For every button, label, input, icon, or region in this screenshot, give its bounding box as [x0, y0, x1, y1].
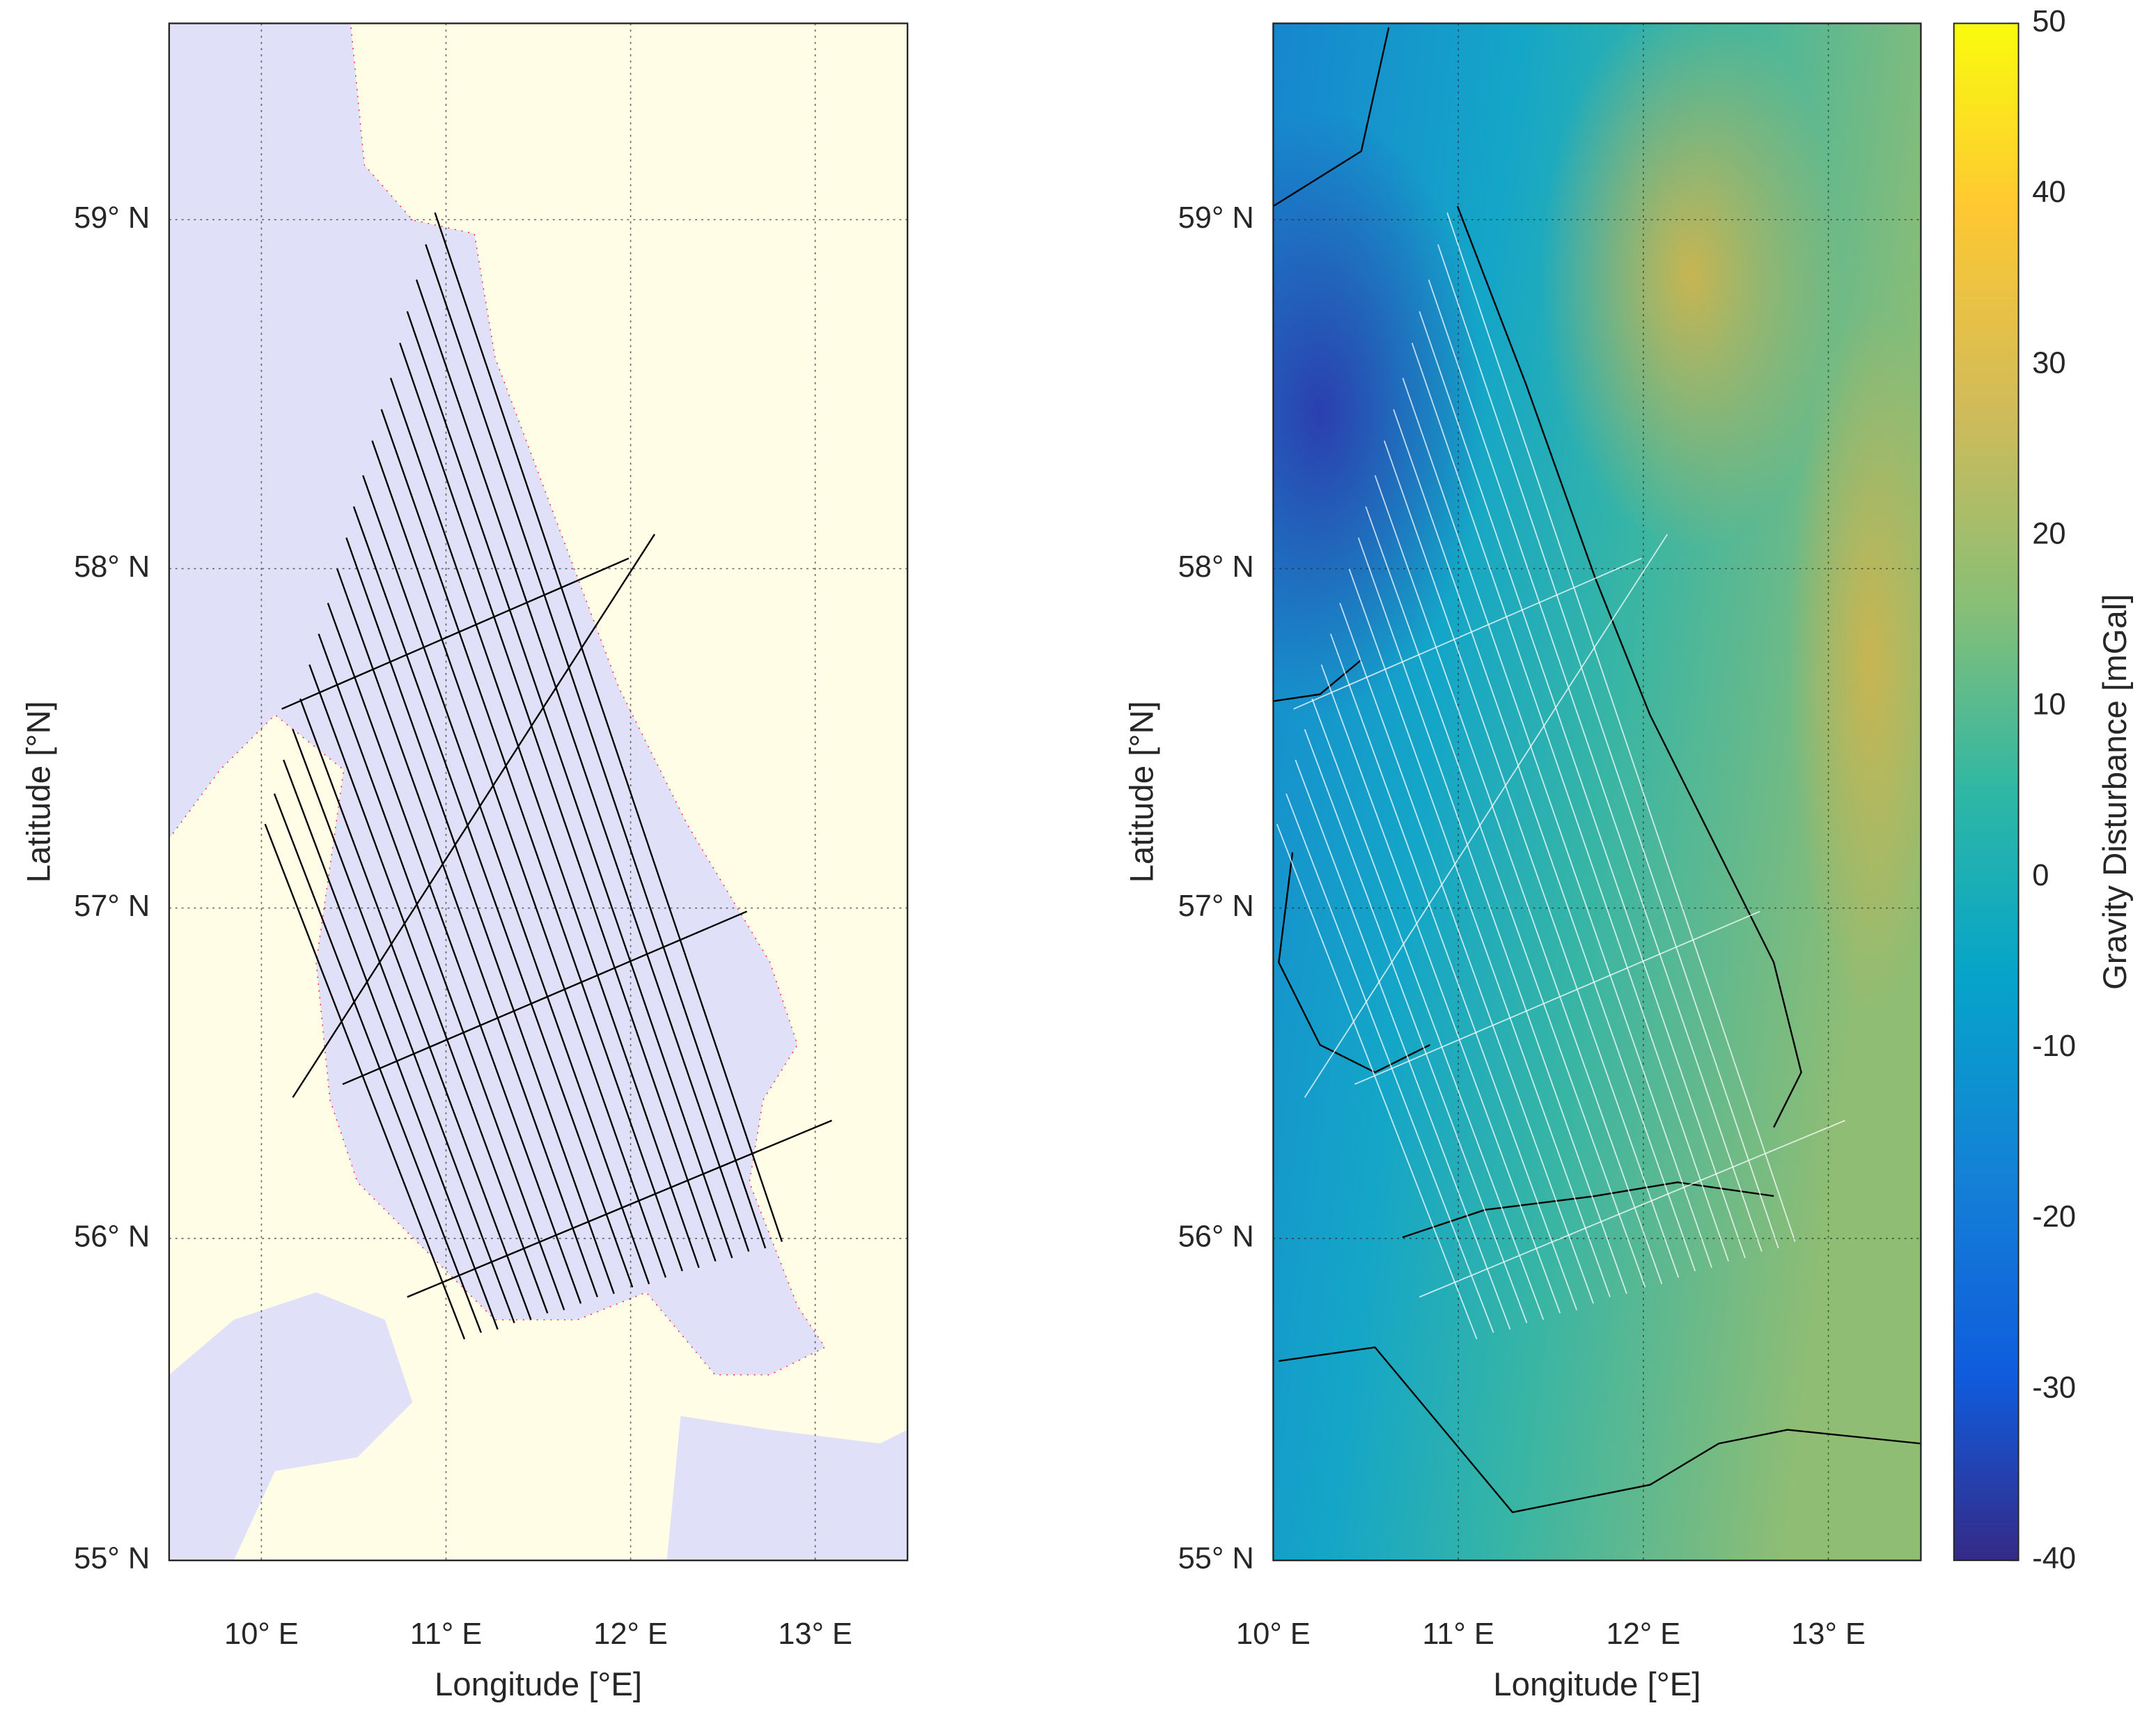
y-tick-label: 59° N: [74, 201, 150, 235]
panel: [1273, 23, 1921, 1561]
colorbar-tick-label: -10: [2032, 1030, 2076, 1063]
colorbar: [1953, 22, 2020, 1562]
colorbar-tick-label: 20: [2032, 518, 2065, 551]
x-tick-label: 12° E: [1606, 1617, 1680, 1651]
flight-track: [273, 793, 482, 1333]
gravity-high: [1787, 302, 1921, 1018]
flight-track: [264, 823, 466, 1339]
coastline: [1273, 27, 1921, 1514]
y-tick-label: 57° N: [74, 890, 150, 923]
flight-track: [1348, 568, 1611, 1298]
flight-track: [292, 729, 515, 1323]
panel: [169, 23, 908, 1561]
plot-layer: 10° E 11° E 12° E 13° E 55° N 56° N 57° N 58° N…: [21, 5, 2076, 1703]
flight-track: [1295, 759, 1511, 1330]
y-tick-label: 55° N: [1178, 1542, 1254, 1576]
right-map-background: [1273, 23, 1921, 1561]
flight-track: [327, 603, 582, 1304]
flight-track: [1374, 475, 1663, 1284]
flight-track: [415, 279, 750, 1252]
flight-track: [1411, 343, 1729, 1261]
flight-track: [1354, 910, 1760, 1085]
flight-track: [1311, 698, 1545, 1320]
flight-track: [1446, 212, 1796, 1242]
x-tick-label: 10° E: [224, 1617, 299, 1651]
flight-track: [336, 568, 598, 1298]
flight-track: [318, 633, 565, 1311]
flight-track: [1419, 1119, 1845, 1298]
left-map-background: [169, 23, 908, 1561]
flight-track: [292, 534, 656, 1098]
y-axis-label: Latitude [°N]: [21, 701, 58, 883]
flight-track: [425, 244, 767, 1249]
flight-track: [1276, 823, 1478, 1339]
axes-frame: [1272, 22, 1922, 1562]
y-tick-label: 58° N: [74, 550, 150, 584]
flight-track: [1402, 378, 1712, 1268]
x-axis-label: Longitude [°E]: [435, 1666, 642, 1703]
x-axis-label: Longitude [°E]: [1493, 1666, 1701, 1703]
flight-track: [1304, 534, 1669, 1098]
flight-track: [1393, 409, 1696, 1271]
y-tick-label: 56° N: [1178, 1220, 1254, 1253]
flight-track: [1339, 603, 1594, 1304]
gravity-high: [1540, 23, 1843, 550]
y-tick-label: 58° N: [1178, 550, 1254, 584]
flight-track: [1286, 793, 1494, 1333]
flight-track: [434, 212, 783, 1242]
flight-track: [1365, 506, 1646, 1288]
colorbar-tick-label: 10: [2032, 688, 2065, 722]
flight-track: [308, 664, 549, 1314]
flight-track: [407, 1119, 832, 1298]
flight-track: [283, 759, 499, 1330]
y-axis-label: Latitude [°N]: [1123, 701, 1160, 883]
x-tick-label: 12° E: [593, 1617, 668, 1651]
sea: [169, 23, 826, 1376]
colorbar-tick-label: 50: [2032, 5, 2065, 38]
axes-frame: [168, 22, 909, 1562]
flight-track: [1419, 311, 1746, 1259]
flight-track: [345, 537, 615, 1294]
flight-track: [1329, 633, 1577, 1310]
flight-track: [1383, 440, 1680, 1278]
flight-track: [1428, 279, 1763, 1252]
colorbar-tick-label: -30: [2032, 1371, 2076, 1404]
flight-track: [1304, 729, 1528, 1323]
y-tick-label: 59° N: [1178, 201, 1254, 235]
flight-track: [371, 440, 667, 1278]
flight-track: [1320, 664, 1561, 1314]
flight-track: [406, 311, 733, 1259]
colorbar-tick-label: 0: [2032, 859, 2049, 892]
colorbar-tick-label: -20: [2032, 1200, 2076, 1234]
flight-track: [399, 342, 717, 1262]
flight-track: [380, 409, 683, 1272]
x-tick-label: 13° E: [1791, 1617, 1866, 1651]
gravity-low: [1273, 110, 1485, 715]
flight-track: [352, 506, 634, 1288]
colorbar-tick-label: 30: [2032, 346, 2065, 380]
colorbar-tick-label: 40: [2032, 176, 2065, 209]
x-tick-label: 11° E: [410, 1617, 482, 1651]
flight-track: [299, 698, 532, 1321]
flight-track: [342, 910, 748, 1085]
x-tick-label: 10° E: [1236, 1617, 1311, 1651]
colorbar-label: Gravity Disturbance [mGal]: [2097, 594, 2134, 990]
x-tick-label: 13° E: [778, 1617, 852, 1651]
y-tick-label: 56° N: [74, 1220, 150, 1253]
flight-track: [281, 557, 630, 710]
flight-track: [389, 378, 700, 1268]
x-tick-label: 11° E: [1422, 1617, 1494, 1651]
sea: [666, 1415, 908, 1561]
flight-track: [362, 475, 650, 1284]
y-tick-label: 55° N: [74, 1542, 150, 1576]
sea: [169, 1292, 413, 1561]
flight-track: [1293, 557, 1642, 710]
colorbar-tick-label: -40: [2032, 1542, 2076, 1576]
flight-track: [1437, 244, 1779, 1249]
flight-track: [1357, 537, 1627, 1294]
y-tick-label: 57° N: [1178, 890, 1254, 923]
